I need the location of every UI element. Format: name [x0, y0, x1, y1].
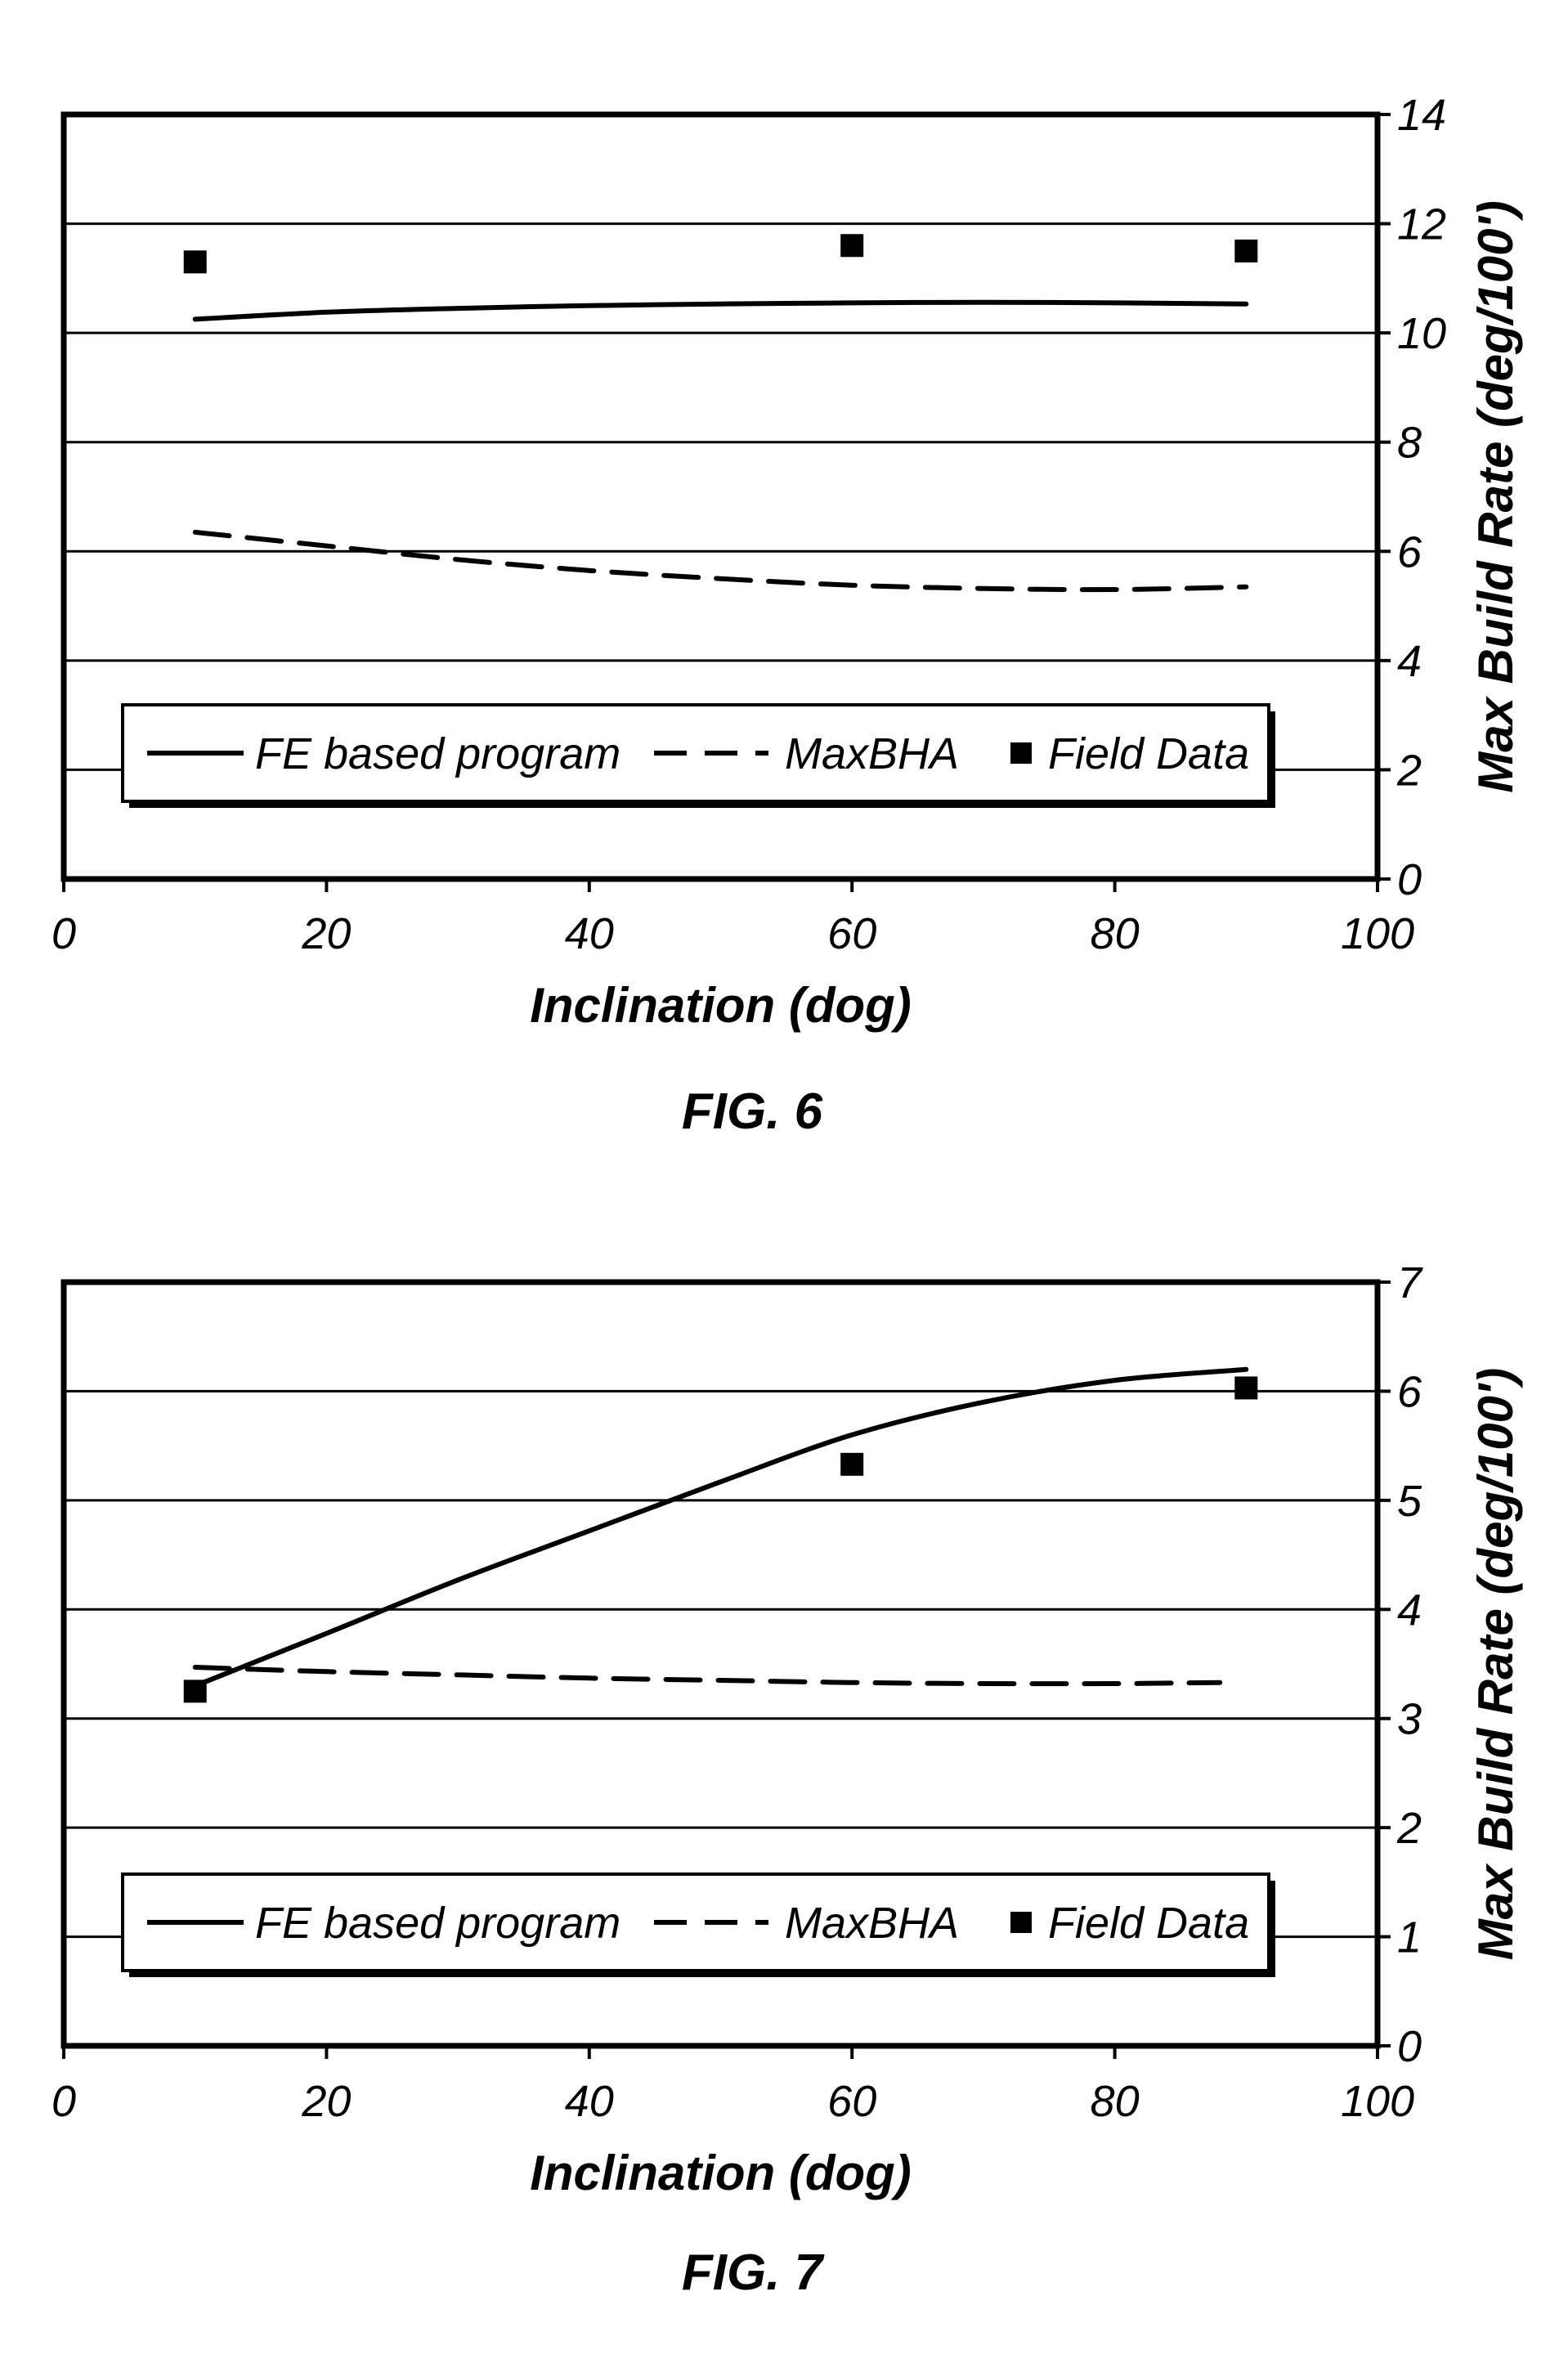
field-data-point — [840, 234, 864, 258]
x-tick-label: 100 — [1341, 909, 1414, 958]
y-tick-label: 2 — [1396, 746, 1422, 795]
y-tick-label: 6 — [1397, 1367, 1422, 1416]
x-tick-label: 80 — [1091, 909, 1140, 958]
field-data-point — [840, 1452, 864, 1476]
legend-label: FE based program — [255, 729, 620, 778]
y-tick-label: 4 — [1397, 637, 1422, 686]
plot-frame — [60, 1279, 1381, 2049]
field-data-point — [183, 250, 207, 274]
legend-swatch-field-data — [1010, 1912, 1032, 1933]
x-axis-title: Inclination (dog) — [530, 2146, 912, 2200]
figure-caption: FIG. 6 — [682, 1083, 823, 1140]
legend-label: Field Data — [1048, 1899, 1249, 1948]
y-axis-title: Max Build Rate (deg/100') — [1468, 200, 1523, 792]
x-tick-label: 0 — [52, 909, 76, 958]
legend-label: Field Data — [1048, 729, 1249, 778]
x-tick-label: 100 — [1341, 2077, 1414, 2126]
x-tick-label: 40 — [565, 909, 614, 958]
maxbha-line — [192, 1665, 1223, 1687]
legend-label: MaxBHA — [785, 729, 959, 778]
y-tick-label: 5 — [1397, 1477, 1422, 1526]
y-tick-label: 4 — [1397, 1585, 1422, 1635]
x-tick-label: 60 — [827, 2077, 876, 2126]
x-tick-label: 20 — [301, 2077, 351, 2126]
chart-1: 0 2 4 6 8 10 12 14 0 20 40 60 80 100 Inclination (dog)… — [52, 91, 1523, 1140]
y-tick-label: 0 — [1397, 855, 1422, 904]
y-tick-label: 12 — [1397, 200, 1446, 249]
field-data-point — [183, 1680, 207, 1703]
x-tick-label: 60 — [827, 909, 876, 958]
x-axis-title: Inclination (dog) — [530, 978, 912, 1033]
fe-based-program-line — [192, 1366, 1249, 1689]
legend-label: FE based program — [255, 1899, 620, 1948]
y-tick-label: 8 — [1397, 419, 1422, 468]
x-tick-label: 40 — [565, 2077, 614, 2126]
fe-based-program-line — [192, 299, 1249, 322]
y-tick-label: 14 — [1397, 91, 1446, 140]
x-tick-label: 20 — [301, 909, 351, 958]
x-tick-label: 0 — [52, 2077, 76, 2126]
y-tick-label: 10 — [1397, 309, 1446, 358]
field-data-point — [1234, 239, 1258, 262]
field-data-point — [1234, 1376, 1258, 1400]
legend-box — [121, 703, 1270, 803]
y-tick-label: 0 — [1397, 2022, 1422, 2071]
figure-caption: FIG. 7 — [682, 2245, 825, 2301]
y-tick-label: 7 — [1397, 1258, 1423, 1307]
maxbha-line — [192, 529, 1249, 593]
y-tick-label: 2 — [1396, 1804, 1422, 1853]
legend-box — [121, 1872, 1270, 1972]
legend-label: MaxBHA — [785, 1899, 959, 1948]
plot-frame — [60, 111, 1381, 882]
y-axis-title: Max Build Rate (deg/100') — [1468, 1368, 1523, 1960]
x-tick-label: 80 — [1091, 2077, 1140, 2126]
y-tick-label: 3 — [1397, 1695, 1422, 1744]
legend-swatch-field-data — [1010, 742, 1032, 764]
y-tick-label: 6 — [1397, 527, 1422, 576]
y-tick-label: 1 — [1397, 1913, 1422, 1962]
chart-2: 0 1 2 3 4 5 6 7 0 20 40 60 80 100 Inclination (dog) Max… — [52, 1258, 1523, 2301]
